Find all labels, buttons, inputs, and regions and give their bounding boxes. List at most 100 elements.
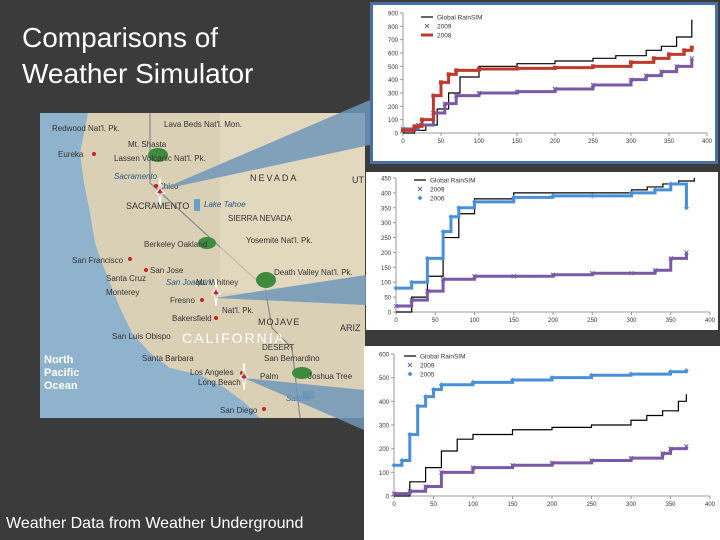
- data-point: [589, 193, 595, 199]
- x-tick-label: 100: [474, 139, 485, 145]
- legend-label: Global RainSIM: [437, 15, 483, 22]
- series-line: [403, 47, 694, 132]
- data-point: [409, 297, 415, 303]
- data-point: [510, 377, 515, 383]
- x-tick-label: 100: [469, 318, 480, 324]
- map-label-kings: Nat'l. Pk.: [222, 306, 254, 315]
- y-tick-label: 100: [379, 471, 390, 477]
- x-tick-label: 0: [392, 502, 396, 508]
- y-tick-label: 300: [381, 221, 392, 227]
- map-label-santa-cruz: Santa Cruz: [106, 274, 146, 283]
- data-point: [589, 372, 594, 378]
- data-point: [668, 446, 673, 452]
- map-label-lake-tahoe: Lake Tahoe: [204, 200, 246, 209]
- map-label-monterey: Monterey: [106, 288, 139, 297]
- data-point: [589, 458, 594, 463]
- data-point: [514, 89, 520, 95]
- slide-title-line1: Comparisons of: [22, 22, 219, 53]
- y-tick-label: 800: [388, 25, 399, 31]
- y-tick-label: 400: [379, 400, 390, 406]
- data-point: [470, 465, 476, 470]
- data-point: [409, 279, 415, 285]
- map-label-nevada: NEVADA: [250, 173, 298, 183]
- data-point: [552, 86, 558, 92]
- data-point: [629, 190, 634, 196]
- data-point: [589, 270, 595, 276]
- data-point: [668, 256, 674, 261]
- chart-2: 0 50 100 150 200 250 300 350 400 450 0 50 100 150 200 2…: [381, 177, 716, 325]
- data-point: [652, 187, 658, 193]
- y-tick-label: 0: [388, 311, 392, 317]
- data-point: [667, 52, 671, 57]
- map-city-chico-dot: [154, 184, 158, 188]
- slide-caption: Weather Data from Weather Underground: [6, 515, 304, 532]
- map-marker-la: [239, 362, 249, 391]
- data-point: [628, 77, 634, 83]
- chart-3: 0 100 200 300 400 500 600 0 50 100 150 200 250 300 350…: [379, 353, 716, 509]
- x-tick-label: 150: [507, 502, 518, 508]
- map-label-ocean-line2: Pacific: [44, 367, 79, 379]
- data-point: [511, 194, 517, 200]
- data-point: [590, 82, 596, 88]
- map-label-lassen: Lassen Volcanic Nat'l. Pk.: [114, 154, 206, 163]
- series-line: [403, 58, 694, 131]
- data-point: [454, 68, 459, 73]
- data-point: [689, 45, 694, 50]
- data-point: [456, 205, 462, 211]
- x-tick-label: 350: [664, 139, 675, 145]
- legend-swatch: [407, 362, 413, 368]
- x-tick-label: 50: [438, 139, 445, 145]
- data-point: [393, 303, 399, 309]
- data-point: [440, 229, 446, 235]
- x-tick-label: 350: [665, 502, 676, 508]
- x-tick-label: 400: [702, 139, 713, 145]
- x-tick-label: 0: [401, 139, 405, 145]
- map-label-sacramento: SACRAMENTO: [126, 201, 189, 211]
- y-tick-label: 500: [388, 65, 399, 71]
- y-tick-label: 700: [388, 38, 399, 44]
- data-point: [591, 64, 595, 69]
- data-point: [682, 48, 687, 53]
- map-label-ariz: ARIZ: [340, 323, 361, 333]
- data-point: [683, 443, 689, 449]
- callout-arrow-1: [160, 100, 370, 190]
- y-tick-label: 50: [384, 296, 391, 302]
- data-point: [550, 193, 556, 199]
- callout-arrow-2: [215, 275, 366, 305]
- data-point: [684, 250, 689, 255]
- x-tick-label: 400: [705, 318, 716, 324]
- map-label-palm: Palm: [260, 372, 279, 381]
- x-tick-label: 300: [626, 318, 637, 324]
- data-point: [440, 276, 446, 282]
- y-tick-label: 100: [381, 281, 392, 287]
- series-line: [394, 394, 687, 497]
- map-label-sierra-nevada: SIERRA NEVADA: [228, 214, 293, 223]
- legend-label: 2006: [430, 196, 445, 203]
- data-point: [431, 93, 436, 98]
- map-label-mt-shasta: Mt. Shasta: [128, 140, 167, 149]
- series-line: [394, 370, 688, 467]
- data-point: [472, 199, 477, 205]
- series-line: [394, 446, 688, 496]
- legend-label: Global RainSIM: [420, 354, 466, 361]
- map-park-joshua: [292, 367, 312, 379]
- y-tick-label: 200: [388, 105, 399, 111]
- data-point: [550, 272, 556, 278]
- data-point: [476, 90, 482, 96]
- map-label-fresno: Fresno: [170, 296, 195, 305]
- legend-swatch: [424, 23, 430, 29]
- legend-swatch: [417, 195, 423, 201]
- map-label-san-joaquin: San Joaquin: [166, 278, 211, 287]
- y-tick-label: 450: [381, 177, 392, 183]
- map-park-death-valley: [256, 272, 276, 288]
- data-point: [659, 69, 664, 75]
- map-label-berkeley-oakland: Berkeley Oakland: [144, 240, 207, 249]
- y-tick-label: 350: [381, 206, 392, 212]
- map-marker-fresno: [211, 278, 221, 307]
- data-point: [438, 382, 444, 388]
- x-tick-label: 150: [509, 318, 520, 324]
- map-label-san-bernardino: San Bernardino: [264, 354, 320, 363]
- x-tick-label: 300: [626, 502, 637, 508]
- map-city-sf-dot: [128, 257, 132, 261]
- y-tick-label: 600: [388, 52, 399, 58]
